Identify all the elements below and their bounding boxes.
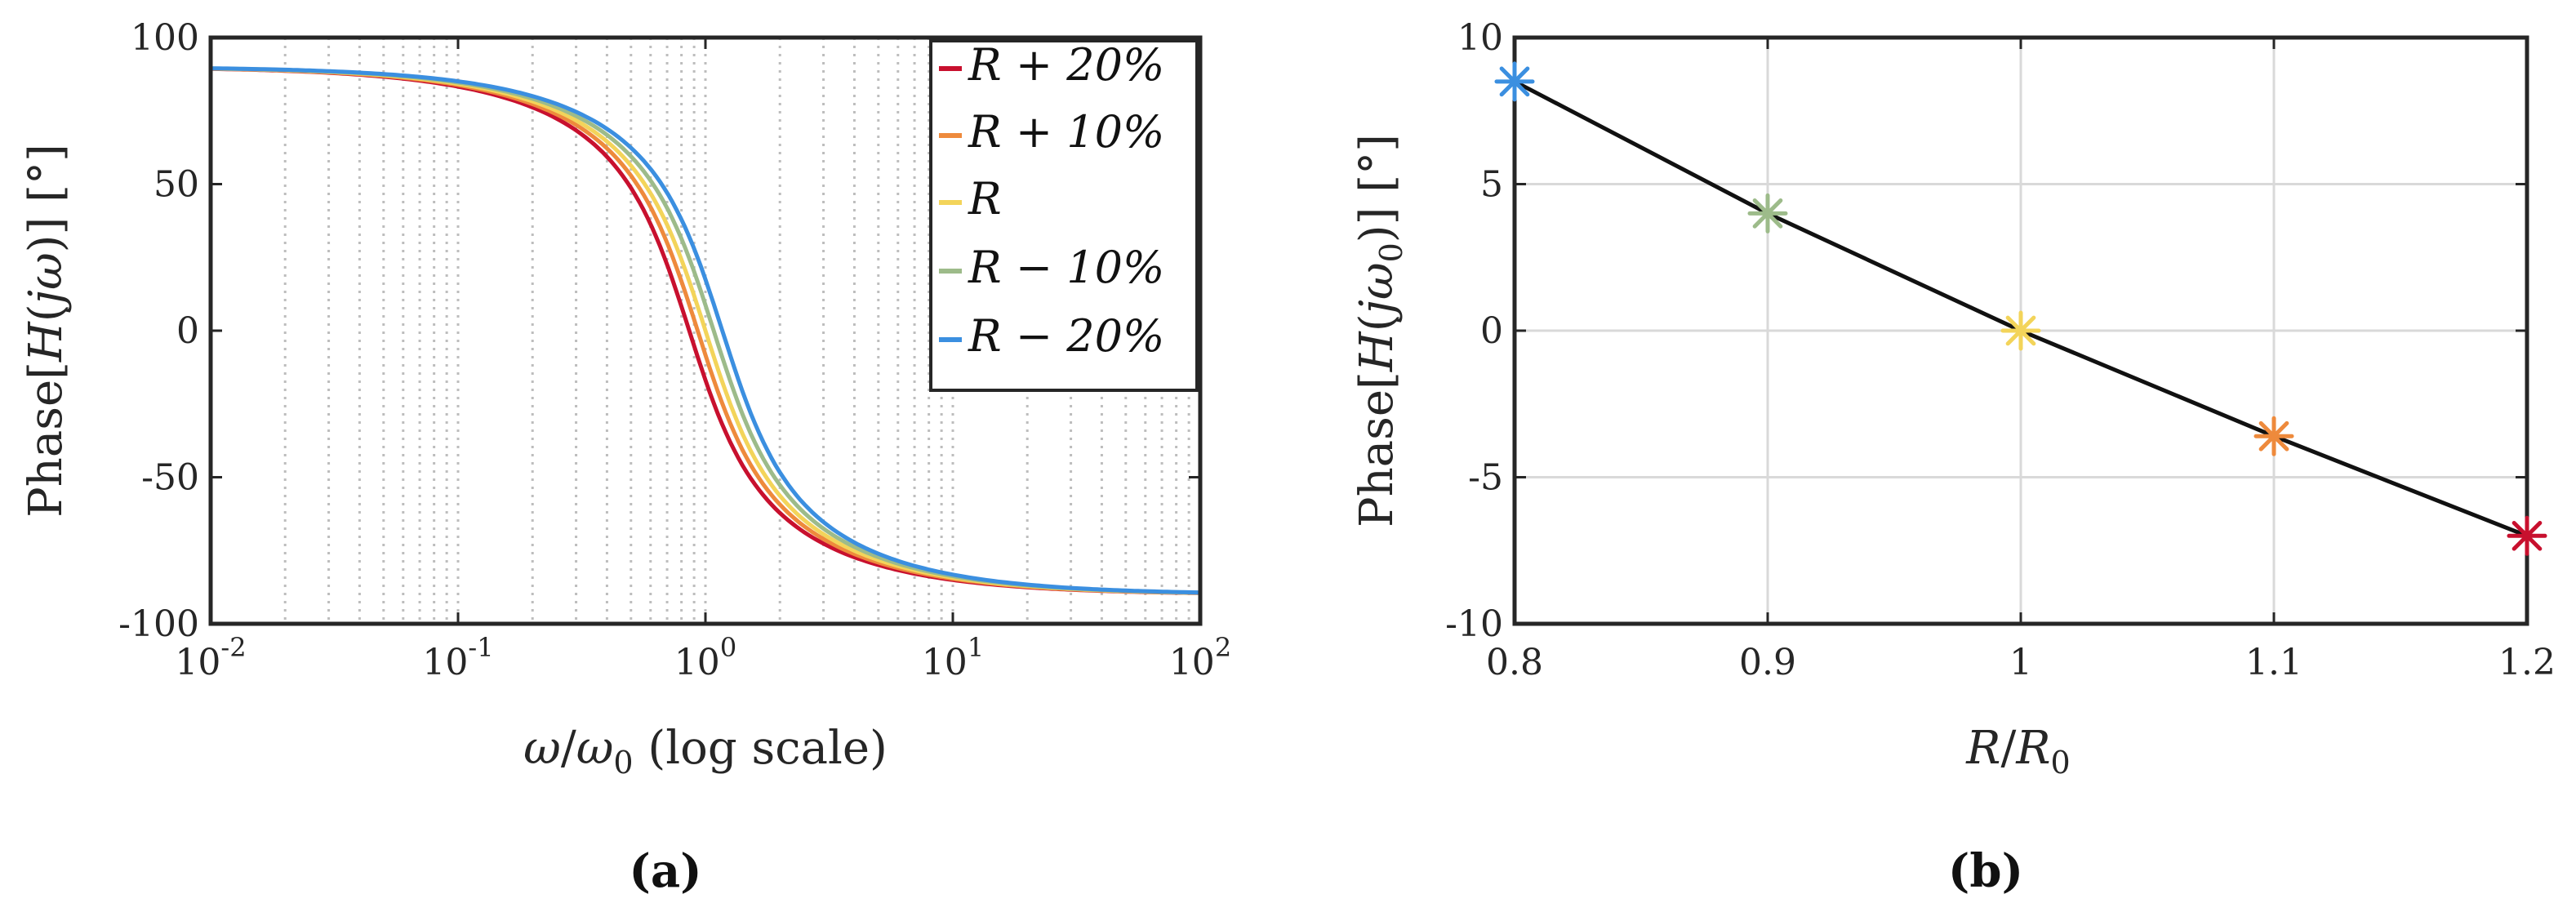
data-point-marker <box>1494 61 1535 102</box>
panel-a-y-label: Phase[H(jω)] [°] <box>20 144 73 518</box>
panel-b-y-label: Phase[H(jω0)] [°] <box>1350 134 1409 527</box>
y-tick-label: 0 <box>176 310 199 352</box>
x-tick-label: 1.2 <box>2498 642 2556 683</box>
x-tick-label: 0.8 <box>1486 642 1543 683</box>
x-tick-label: 10-1 <box>422 632 493 683</box>
y-tick-label: -100 <box>118 603 199 645</box>
legend-item[interactable]: R + 20% <box>939 39 1164 91</box>
legend-item[interactable]: R + 10% <box>939 106 1164 158</box>
data-point-marker <box>1747 193 1788 234</box>
panel-a: 100 50 0 -50 -100 10-2 10-1 100 101 102 Phase[H(… <box>20 17 1231 898</box>
legend-item[interactable]: R <box>939 173 1002 225</box>
caption-a: (a) <box>629 844 701 898</box>
data-point-marker <box>2507 515 2547 556</box>
x-tick-label: 0.9 <box>1739 642 1796 683</box>
panel-a-legend[interactable]: R + 20% R + 10% R R − 10% R − 20% <box>929 39 1199 392</box>
series-line-5 <box>211 66 1201 595</box>
panel-a-series <box>210 66 1201 595</box>
x-tick-label: 10-2 <box>175 632 246 683</box>
legend-label: R <box>968 173 1002 225</box>
panel-b: 10 5 0 -5 -10 0.8 0.9 1 1.1 1.2 Phase[H(jω0)] [°… <box>1350 17 2556 898</box>
x-tick-label: 1.1 <box>2245 642 2302 683</box>
y-tick-label: 10 <box>1457 17 1503 59</box>
panel-a-x-ticks: 10-2 10-1 100 101 102 <box>175 38 1231 683</box>
x-tick-label: 100 <box>674 632 736 683</box>
panel-b-markers <box>1494 61 2547 556</box>
panel-b-y-ticks: 10 5 0 -5 -10 <box>1445 17 2527 645</box>
panel-a-x-label: ω/ω0 (log scale) <box>523 722 888 781</box>
caption-b: (b) <box>1948 844 2023 898</box>
legend-box <box>929 39 1199 392</box>
x-tick-label: 102 <box>1169 632 1231 683</box>
y-tick-label: -10 <box>1445 603 1503 645</box>
data-point-marker <box>2253 416 2294 456</box>
legend-label: R + 10% <box>968 106 1164 158</box>
y-tick-label: 0 <box>1480 310 1503 352</box>
data-point-marker <box>2000 310 2041 351</box>
y-tick-label: 100 <box>131 17 199 59</box>
legend-item[interactable]: R − 20% <box>939 310 1164 362</box>
x-tick-label: 1 <box>2009 642 2032 683</box>
legend-label: R − 20% <box>968 310 1164 362</box>
panel-a-y-ticks: 100 50 0 -50 -100 <box>118 17 1200 645</box>
y-tick-label: 50 <box>153 164 199 206</box>
legend-label: R + 20% <box>968 39 1164 91</box>
legend-item[interactable]: R − 10% <box>939 242 1164 293</box>
y-tick-label: -50 <box>141 457 199 499</box>
legend-label: R − 10% <box>968 242 1164 293</box>
y-tick-label: 5 <box>1480 164 1503 206</box>
x-tick-label: 101 <box>922 632 984 683</box>
y-tick-label: -5 <box>1468 457 1503 499</box>
panel-b-x-ticks: 0.8 0.9 1 1.1 1.2 <box>1486 38 2556 683</box>
